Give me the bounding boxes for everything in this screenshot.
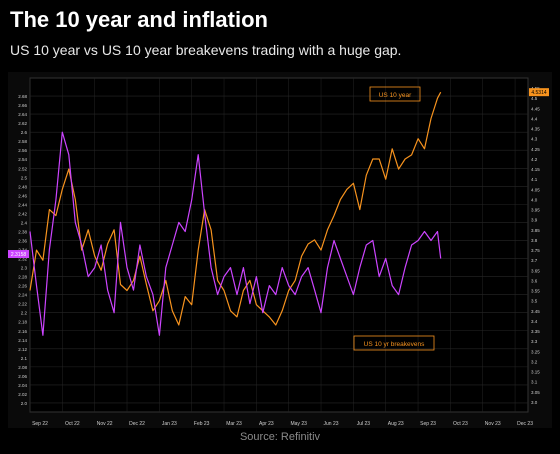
right-tick-label: 4.3 [531,137,538,142]
left-tick-label: 2.34 [18,248,27,253]
left-tick-label: 2.1 [21,356,28,361]
x-tick-label: Jan 23 [162,421,177,427]
left-tick-label: 2.3 [21,266,28,271]
right-tick-label: 3.0 [531,400,538,405]
right-tick-label: 4.4 [531,116,538,121]
left-tick-label: 2.0 [21,401,28,406]
right-tick-label: 3.6 [531,278,538,283]
us10y-last-badge [529,88,549,97]
right-tick-label: 4.35 [531,127,540,132]
plot-area [29,77,529,413]
right-tick-label: 3.1 [531,380,538,385]
breakevens-last-value: 2.3158 [11,252,27,258]
left-tick-label: 2.56 [18,148,27,153]
left-tick-label: 2.16 [18,329,27,334]
line-chart: 2.0 2.02 2.04 2.06 2.08 2.1 2.12 2.14 2.16 2.18 2.… [8,77,549,427]
source-note: Source: Refinitiv [239,431,321,443]
left-tick-label: 2.58 [18,139,27,144]
left-tick-label: 2.4 [21,220,28,225]
x-tick-label: Mar 23 [226,421,242,427]
right-tick-label: 3.2 [531,359,538,364]
left-tick-label: 2.52 [18,166,27,171]
x-tick-label: Jul 23 [357,421,371,427]
left-tick-label: 2.6 [21,130,28,135]
breakevens-line [29,131,442,336]
right-tick-label: 3.3 [531,339,538,344]
left-tick-label: 2.32 [18,257,27,262]
right-tick-label: 3.5 [531,299,538,304]
left-tick-label: 2.26 [18,284,27,289]
left-tick-label: 2.18 [18,320,27,325]
left-tick-label: 2.5 [21,175,28,180]
x-tick-label: Jun 23 [324,421,339,427]
x-tick-label: Oct 22 [65,421,80,427]
right-tick-label: 3.85 [531,228,540,233]
right-tick-label: 3.55 [531,289,540,294]
right-tick-label: 4.45 [531,106,540,111]
right-tick-label: 3.65 [531,268,540,273]
right-tick-label: 4.5 [531,96,538,101]
x-tick-label: Nov 23 [485,421,501,427]
left-tick-label: 2.14 [18,338,27,343]
right-tick-label: 3.4 [531,319,538,324]
left-tick-label: 2.2 [21,311,28,316]
left-tick-label: 2.06 [18,374,27,379]
breakevens-last-badge [8,250,29,259]
left-tick-label: 2.46 [18,193,27,198]
right-tick-label: 3.35 [531,329,540,334]
right-tick-label: 3.15 [531,370,540,375]
right-tick-label: 4.0 [531,197,538,202]
right-tick-label: 4.05 [531,187,540,192]
page-subtitle: US 10 year vs US 10 year breakevens trad… [10,42,402,58]
left-tick-label: 2.36 [18,238,27,243]
right-tick-label: 4.2 [531,157,538,162]
us10y-annotation-box [369,86,421,102]
left-tick-label: 2.48 [18,184,27,189]
x-tick-label: Sep 23 [420,421,436,427]
breakevens-annotation-box [353,335,435,351]
right-tick-label: 3.45 [531,309,540,314]
left-tick-label: 2.38 [18,229,27,234]
left-tick-label: 2.22 [18,302,27,307]
right-tick-label: 3.9 [531,218,538,223]
page-title: The 10 year and inflation [10,7,268,32]
right-tick-label: 4.25 [531,147,540,152]
right-tick-label: 4.1 [531,177,538,182]
left-tick-label: 2.68 [18,94,27,99]
x-tick-label: Apr 23 [259,421,274,427]
left-tick-label: 2.12 [18,347,27,352]
x-tick-label: Dec 23 [517,421,533,427]
left-tick-label: 2.02 [18,392,27,397]
x-tick-label: Sep 22 [32,421,48,427]
left-tick-label: 2.04 [18,383,27,388]
left-tick-label: 2.28 [18,275,27,280]
left-tick-label: 2.54 [18,157,27,162]
x-tick-label: Dec 22 [129,421,145,427]
left-tick-label: 2.44 [18,202,27,207]
right-tick-label: 3.05 [531,390,540,395]
us10y-last-value: 4.5314 [531,90,547,96]
left-tick-label: 2.08 [18,365,27,370]
left-tick-label: 2.24 [18,293,27,298]
left-tick-label: 2.42 [18,211,27,216]
x-tick-label: Nov 22 [97,421,113,427]
right-tick-label: 4.15 [531,167,540,172]
left-tick-label: 2.62 [18,121,27,126]
right-tick-label: 3.95 [531,208,540,213]
right-tick-label: 3.75 [531,248,540,253]
breakevens-annotation: US 10 yr breakevens [364,341,425,348]
x-tick-label: May 23 [290,421,307,427]
left-tick-label: 2.64 [18,112,27,117]
x-tick-label: Feb 23 [194,421,210,427]
us10y-annotation: US 10 year [379,92,412,99]
right-tick-label: 3.8 [531,238,538,243]
x-tick-label: Oct 23 [453,421,468,427]
chart-frame: 2.0 2.02 2.04 2.06 2.08 2.1 2.12 2.14 2.16 2.18 2.… [8,72,552,428]
right-tick-label: 3.25 [531,349,540,354]
us10y-line [29,91,442,326]
right-tick-label: 3.7 [531,258,538,263]
x-tick-label: Aug 23 [388,421,404,427]
left-tick-label: 2.66 [18,103,27,108]
